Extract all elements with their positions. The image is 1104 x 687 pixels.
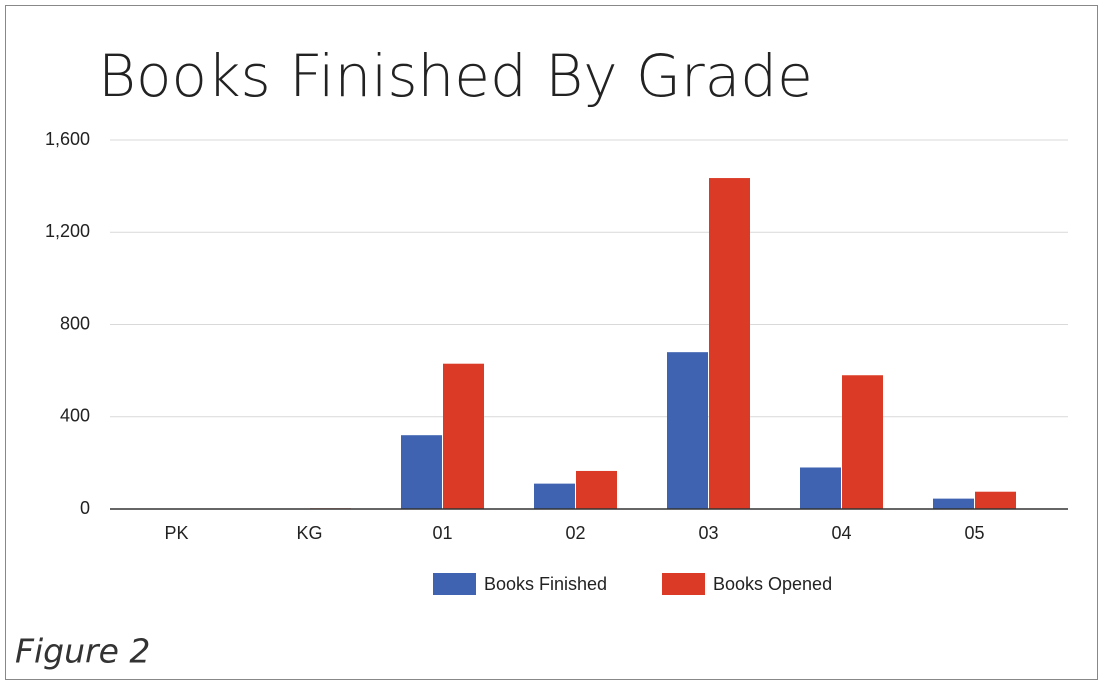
x-tick-label: 01 xyxy=(432,523,452,543)
bar xyxy=(443,363,484,509)
bar xyxy=(800,467,841,509)
chart-title: Books Finished By Grade xyxy=(98,42,813,110)
x-tick-label: 04 xyxy=(831,523,851,543)
bar xyxy=(933,498,974,509)
bar xyxy=(576,470,617,509)
x-tick-label: 03 xyxy=(698,523,718,543)
legend-label: Books Finished xyxy=(484,574,607,594)
y-tick-label: 1,200 xyxy=(45,221,90,241)
bar xyxy=(975,491,1016,509)
bar xyxy=(842,375,883,509)
y-tick-label: 0 xyxy=(80,498,90,518)
y-tick-label: 800 xyxy=(60,313,90,333)
x-tick-label: 02 xyxy=(565,523,585,543)
bar xyxy=(667,352,708,509)
y-tick-label: 400 xyxy=(60,406,90,426)
legend-label: Books Opened xyxy=(713,574,832,594)
bar xyxy=(534,483,575,509)
x-tick-label: PK xyxy=(164,523,188,543)
legend-swatch xyxy=(662,573,705,595)
legend-swatch xyxy=(433,573,476,595)
frame xyxy=(5,5,1098,680)
x-tick-label: KG xyxy=(296,523,322,543)
bar xyxy=(709,178,750,509)
figure-label: Figure 2 xyxy=(15,632,150,671)
y-tick-label: 1,600 xyxy=(45,129,90,149)
bar xyxy=(401,435,442,509)
x-tick-label: 05 xyxy=(964,523,984,543)
